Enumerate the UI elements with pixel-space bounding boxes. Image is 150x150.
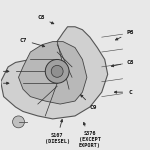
Polygon shape xyxy=(18,42,87,104)
Text: S107
(DIESEL): S107 (DIESEL) xyxy=(45,120,70,144)
Text: P8: P8 xyxy=(116,30,134,40)
Circle shape xyxy=(51,65,63,77)
Text: C: C xyxy=(114,90,132,95)
Text: C8: C8 xyxy=(37,15,54,24)
Text: C9: C9 xyxy=(81,95,97,110)
Circle shape xyxy=(45,59,69,83)
Text: C8: C8 xyxy=(111,60,134,67)
Circle shape xyxy=(13,116,24,128)
Text: S376
(EXCEPT
EXPORT): S376 (EXCEPT EXPORT) xyxy=(79,122,101,148)
Text: C7: C7 xyxy=(19,38,45,47)
Polygon shape xyxy=(1,27,108,119)
